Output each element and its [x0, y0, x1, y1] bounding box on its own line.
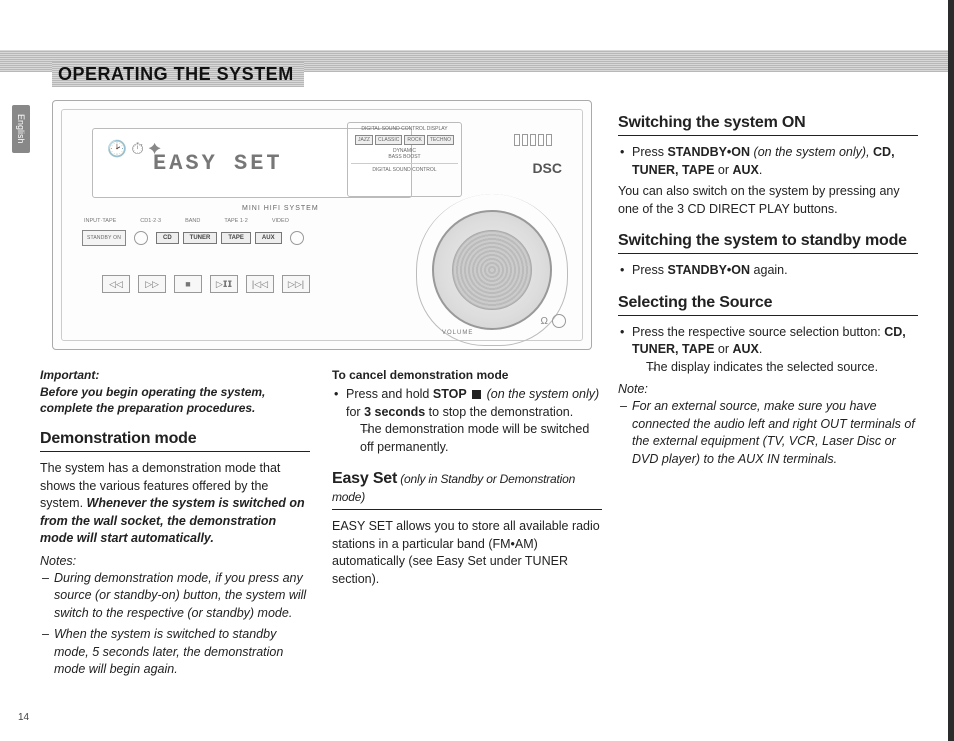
- round-button: [290, 231, 304, 245]
- standby-bullet: Press STANDBY•ON again.: [618, 262, 918, 280]
- cancel-bullet: Press and hold STOP (on the system only)…: [332, 386, 602, 456]
- panel-label: TAPE 1·2: [224, 218, 247, 224]
- heading-demo: Demonstration mode: [40, 430, 310, 452]
- control-row: STANDBY ON CD TUNER TAPE AUX: [82, 230, 442, 246]
- volume-knob: [432, 210, 552, 330]
- round-button: [134, 231, 148, 245]
- panel-label: CD1·2·3: [140, 218, 161, 224]
- heading-source: Selecting the Source: [618, 294, 918, 316]
- lower-columns: Important: Before you begin operating th…: [40, 368, 940, 683]
- rew-icon: ◁◁: [102, 275, 130, 293]
- src-tape: TAPE: [221, 232, 251, 244]
- playpause-icon: ▷𝗜𝗜: [210, 275, 238, 293]
- panel-label: VIDEO: [272, 218, 289, 224]
- heading-easyset: Easy Set (only in Standby or Demonstrati…: [332, 470, 602, 510]
- dsc-top-label: DIGITAL SOUND CONTROL DISPLAY: [351, 126, 458, 132]
- transport-row: ◁◁ ▷▷ ■ ▷𝗜𝗜 |◁◁ ▷▷|: [102, 275, 310, 293]
- demo-note-2: When the system is switched to standby m…: [40, 626, 310, 679]
- page-title: OPERATING THE SYSTEM: [52, 62, 304, 87]
- dsc-btn: ROCK: [404, 135, 424, 145]
- dsc-btn: TECHNO: [427, 135, 454, 145]
- cancel-arrow-line: The demonstration mode will be switched …: [346, 421, 602, 456]
- src-aux: AUX: [255, 232, 282, 244]
- src-cd: CD: [156, 232, 179, 244]
- scan-edge: [948, 0, 954, 741]
- next-icon: ▷▷|: [282, 275, 310, 293]
- dsc-label: DSC: [532, 160, 562, 176]
- panel-label: INPUT·TAPE: [84, 218, 116, 224]
- page-number: 14: [18, 712, 29, 723]
- dsc-bot-label: DIGITAL SOUND CONTROL: [351, 167, 458, 173]
- src-tuner: TUNER: [183, 232, 218, 244]
- demo-note-1: During demonstration mode, if you press …: [40, 570, 310, 623]
- demo-paragraph: The system has a demonstration mode that…: [40, 460, 310, 548]
- stop-icon: ■: [174, 275, 202, 293]
- dsc-dbb2: BASS BOOST: [351, 154, 458, 160]
- heading-switch-on: Switching the system ON: [618, 114, 918, 136]
- stop-icon: [472, 390, 481, 399]
- ffwd-icon: ▷▷: [138, 275, 166, 293]
- notes-label: Notes:: [40, 554, 310, 568]
- panel-label: BAND: [185, 218, 200, 224]
- mini-hifi-label: MINI HIFI SYSTEM: [242, 205, 319, 212]
- important-label: Important:: [40, 368, 310, 382]
- display-icons: 🕑 ⏱ ✦: [107, 139, 161, 159]
- dsc-panel: DIGITAL SOUND CONTROL DISPLAY JAZZ CLASS…: [347, 122, 462, 197]
- dsc-btn: CLASSIC: [375, 135, 402, 145]
- important-text: Before you begin operating the system, c…: [40, 384, 310, 416]
- eq-indicator: [514, 134, 552, 146]
- dsc-btn: JAZZ: [355, 135, 373, 145]
- column-2: To cancel demonstration mode Press and h…: [332, 368, 602, 683]
- headphone-icon: Ω: [541, 316, 548, 327]
- panel-top-labels: INPUT·TAPE CD1·2·3 BAND TAPE 1·2 VIDEO: [84, 218, 289, 224]
- headphone-jack: Ω: [541, 314, 566, 328]
- easyset-paragraph: EASY SET allows you to store all availab…: [332, 518, 602, 588]
- heading-standby: Switching the system to standby mode: [618, 232, 918, 254]
- language-tab: English: [12, 105, 30, 153]
- column-1: Important: Before you begin operating th…: [40, 368, 310, 683]
- diagram-inner: 🕑 ⏱ ✦ EASY SET MINI HIFI SYSTEM DIGITAL …: [61, 109, 583, 341]
- on-paragraph: You can also switch on the system by pre…: [618, 183, 918, 218]
- volume-label: VOLUME: [442, 330, 473, 336]
- heading-cancel: To cancel demonstration mode: [332, 368, 602, 382]
- display-text: EASY SET: [153, 151, 283, 176]
- on-bullet: Press STANDBY•ON (on the system only), C…: [618, 144, 918, 179]
- standby-button: STANDBY ON: [82, 230, 126, 246]
- prev-icon: |◁◁: [246, 275, 274, 293]
- hifi-diagram: 🕑 ⏱ ✦ EASY SET MINI HIFI SYSTEM DIGITAL …: [52, 100, 592, 350]
